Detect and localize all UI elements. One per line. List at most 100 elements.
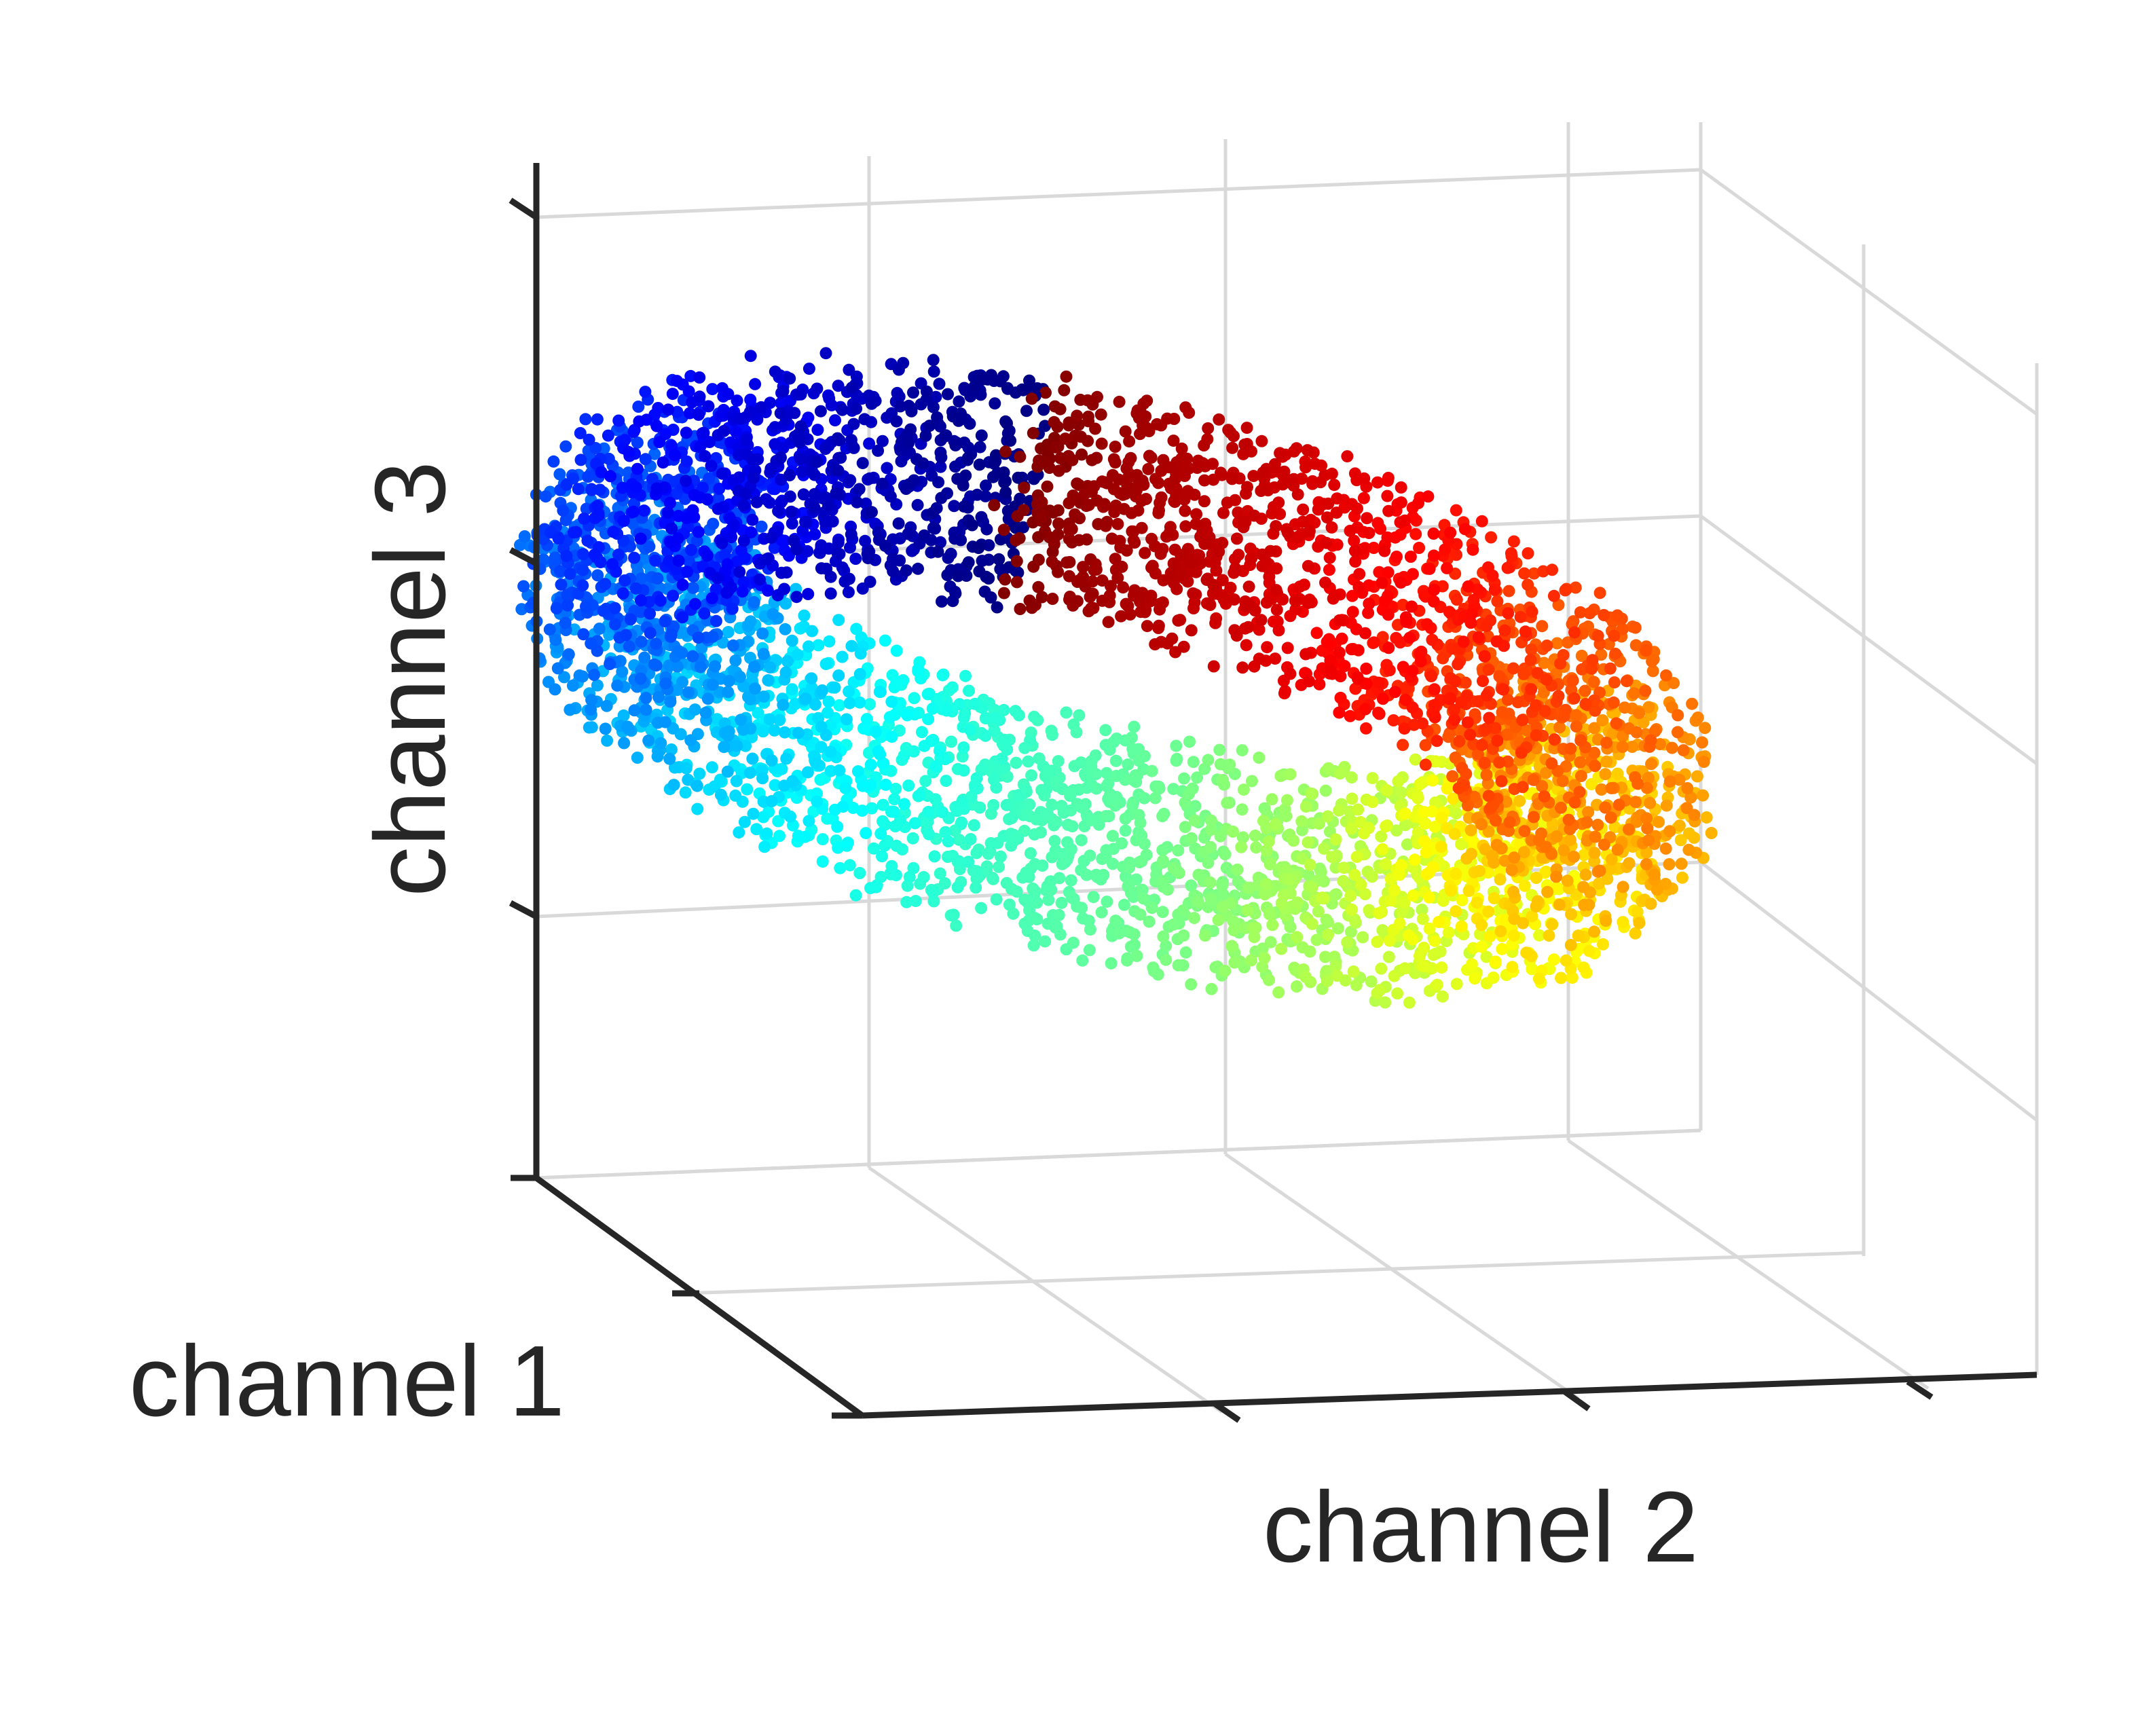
scatter-point xyxy=(971,489,983,501)
scatter-point xyxy=(1033,554,1045,566)
scatter-point xyxy=(1634,917,1646,929)
scatter-point xyxy=(1270,562,1283,574)
scatter-point xyxy=(1691,771,1703,783)
scatter-point xyxy=(1337,875,1349,887)
scatter-point xyxy=(640,453,652,465)
scatter-point xyxy=(1205,983,1217,995)
scatter-point xyxy=(1460,677,1472,689)
scatter-point xyxy=(1507,663,1519,675)
scatter-point xyxy=(1426,633,1438,646)
scatter-point xyxy=(578,513,590,525)
scatter-point xyxy=(1011,576,1023,588)
scatter-point xyxy=(1284,668,1296,680)
scatter-point xyxy=(1380,820,1392,832)
scatter-point xyxy=(998,523,1010,536)
scatter-point xyxy=(1063,497,1075,509)
scatter-point xyxy=(570,526,583,538)
scatter-point xyxy=(1589,760,1601,772)
scatter-point xyxy=(1322,498,1334,510)
scatter-point xyxy=(837,800,849,813)
scatter-point xyxy=(1379,595,1391,607)
scatter-point xyxy=(940,429,953,441)
scatter-point xyxy=(932,546,944,558)
scatter-point xyxy=(1469,972,1481,984)
scatter-point xyxy=(833,764,845,777)
scatter-point xyxy=(1433,916,1445,928)
scatter-point xyxy=(767,608,779,620)
scatter-point xyxy=(1012,510,1024,522)
scatter-point xyxy=(1261,641,1273,653)
scatter-point xyxy=(1209,617,1221,629)
scatter-point xyxy=(977,373,989,386)
scatter-point xyxy=(1381,784,1393,796)
scatter-point xyxy=(814,547,826,559)
scatter-point xyxy=(1049,401,1061,413)
scatter-point xyxy=(1465,824,1477,836)
scatter-point xyxy=(576,670,589,682)
scatter-point xyxy=(1255,435,1268,447)
scatter-point xyxy=(1548,733,1560,745)
scatter-point xyxy=(606,558,619,570)
scatter-point xyxy=(1645,898,1657,910)
scatter-point xyxy=(1488,857,1500,869)
scatter-point xyxy=(843,686,855,698)
scatter-point xyxy=(1420,739,1432,752)
scatter-point xyxy=(1107,469,1119,481)
scatter-point xyxy=(881,462,893,474)
scatter-point xyxy=(1269,652,1281,665)
scatter-point xyxy=(870,726,882,738)
scatter-point xyxy=(1110,500,1122,512)
scatter-point xyxy=(1497,684,1509,696)
scatter-point xyxy=(832,432,844,445)
scatter-point xyxy=(1533,973,1545,985)
scatter-point xyxy=(874,828,887,840)
scatter-point xyxy=(1028,940,1040,952)
scatter-point xyxy=(1302,836,1314,849)
scatter-point xyxy=(1321,635,1333,648)
scatter-point xyxy=(908,692,920,704)
scatter-point xyxy=(1012,789,1025,801)
scatter-point xyxy=(1323,762,1335,775)
scatter-point xyxy=(888,806,900,818)
scatter-point xyxy=(1489,584,1501,596)
scatter-point xyxy=(1530,900,1543,912)
scatter-point xyxy=(757,725,769,737)
scatter-point xyxy=(1353,568,1365,580)
scatter-point xyxy=(806,625,818,638)
scatter-point xyxy=(1053,909,1065,921)
scatter-point xyxy=(689,598,701,610)
scatter-point xyxy=(1522,547,1534,559)
scatter-point xyxy=(1334,767,1346,779)
scatter-point xyxy=(794,437,806,449)
scatter-point xyxy=(927,354,940,366)
scatter-point xyxy=(716,468,728,480)
scatter-point xyxy=(665,536,677,549)
scatter-point xyxy=(830,487,842,499)
scatter-point xyxy=(754,574,766,586)
scatter-point xyxy=(781,566,793,578)
scatter-point xyxy=(1428,948,1440,961)
scatter-point xyxy=(1395,481,1407,494)
scatter-point xyxy=(1437,895,1450,907)
scatter-point xyxy=(591,413,604,426)
scatter-point xyxy=(583,722,595,734)
scatter-point xyxy=(1388,714,1400,726)
scatter-point xyxy=(1187,587,1199,599)
scatter-point xyxy=(1490,956,1502,968)
scatter-point xyxy=(1450,868,1462,880)
scatter-point xyxy=(1123,435,1135,447)
scatter-point xyxy=(893,517,905,530)
scatter-point xyxy=(1589,847,1601,859)
scatter-point xyxy=(1555,802,1567,814)
scatter-point xyxy=(1231,532,1243,544)
scatter-point xyxy=(1170,740,1182,752)
scatter-point xyxy=(744,767,756,779)
scatter-point xyxy=(654,737,667,750)
scatter-point xyxy=(1224,426,1236,439)
scatter-point xyxy=(808,501,820,513)
scatter-point xyxy=(1156,844,1168,856)
scatter-point xyxy=(886,731,898,743)
scatter-point xyxy=(575,454,587,466)
scatter-point xyxy=(1449,676,1461,688)
scatter-point xyxy=(945,736,957,748)
